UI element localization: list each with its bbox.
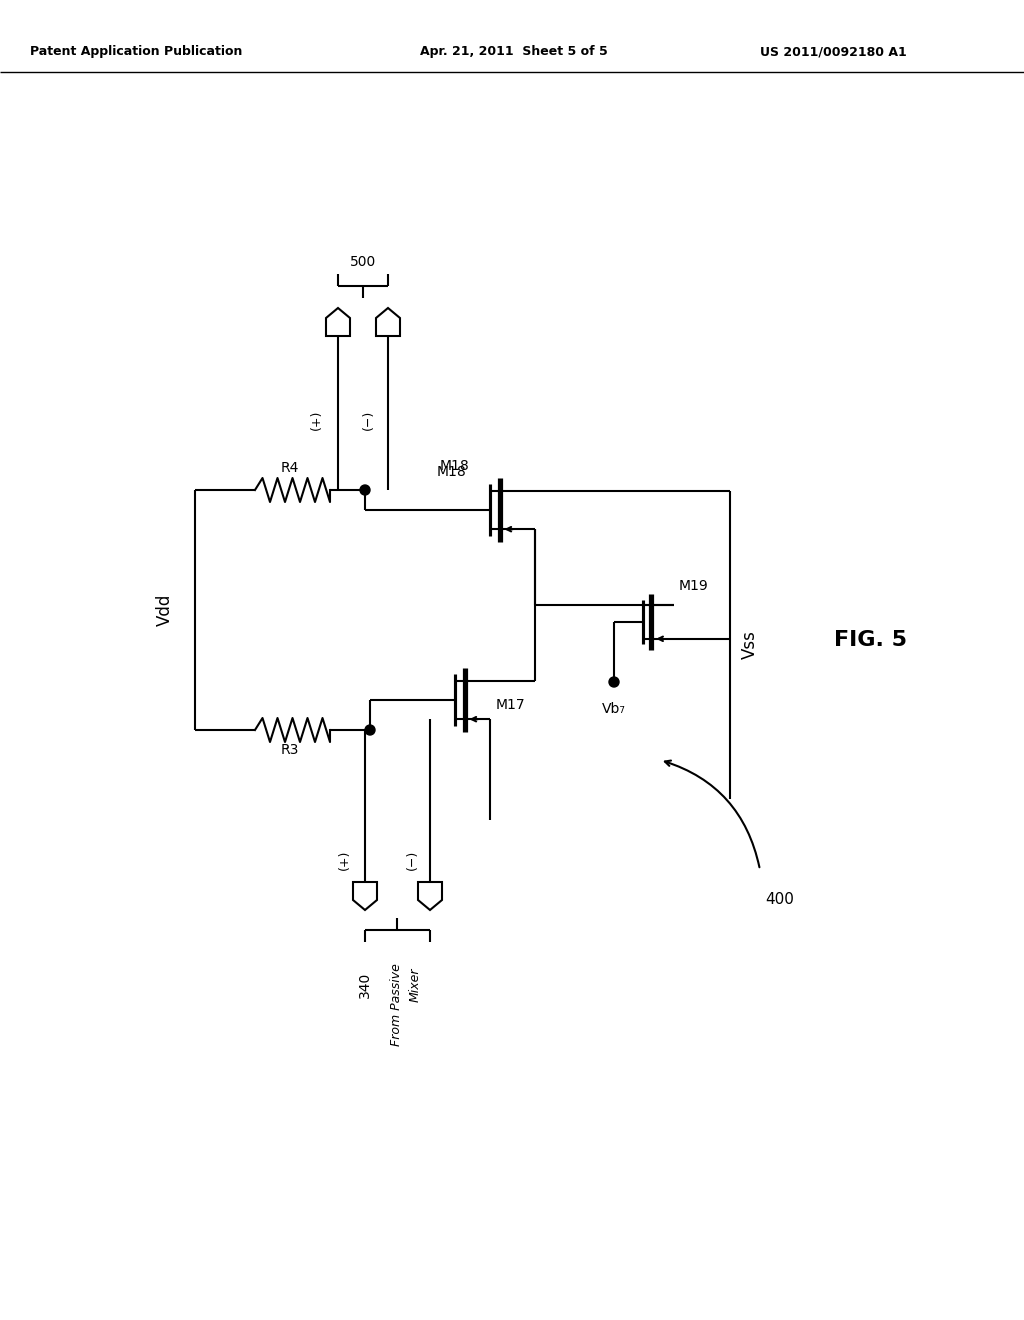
Text: Vss: Vss	[741, 631, 759, 660]
Circle shape	[365, 725, 375, 735]
Text: 500: 500	[350, 255, 376, 269]
Text: R4: R4	[281, 461, 299, 475]
Text: US 2011/0092180 A1: US 2011/0092180 A1	[760, 45, 906, 58]
Text: (+): (+)	[338, 850, 350, 870]
Text: R3: R3	[281, 743, 299, 756]
Text: Mixer: Mixer	[409, 968, 422, 1002]
Text: M17: M17	[496, 698, 525, 711]
Text: (+): (+)	[309, 409, 323, 430]
Text: M18: M18	[439, 459, 469, 473]
Text: M19: M19	[679, 579, 709, 593]
Text: 340: 340	[358, 972, 372, 998]
Text: Patent Application Publication: Patent Application Publication	[30, 45, 243, 58]
Text: FIG. 5: FIG. 5	[834, 630, 906, 649]
Text: Vdd: Vdd	[156, 594, 174, 626]
Text: Apr. 21, 2011  Sheet 5 of 5: Apr. 21, 2011 Sheet 5 of 5	[420, 45, 608, 58]
Text: 400: 400	[766, 892, 795, 908]
Text: M18: M18	[436, 465, 466, 479]
Text: From Passive: From Passive	[390, 964, 403, 1047]
Text: (−): (−)	[406, 850, 419, 870]
Text: (−): (−)	[361, 411, 375, 430]
Circle shape	[609, 677, 618, 686]
Circle shape	[360, 484, 370, 495]
Text: Vb₇: Vb₇	[602, 702, 626, 715]
